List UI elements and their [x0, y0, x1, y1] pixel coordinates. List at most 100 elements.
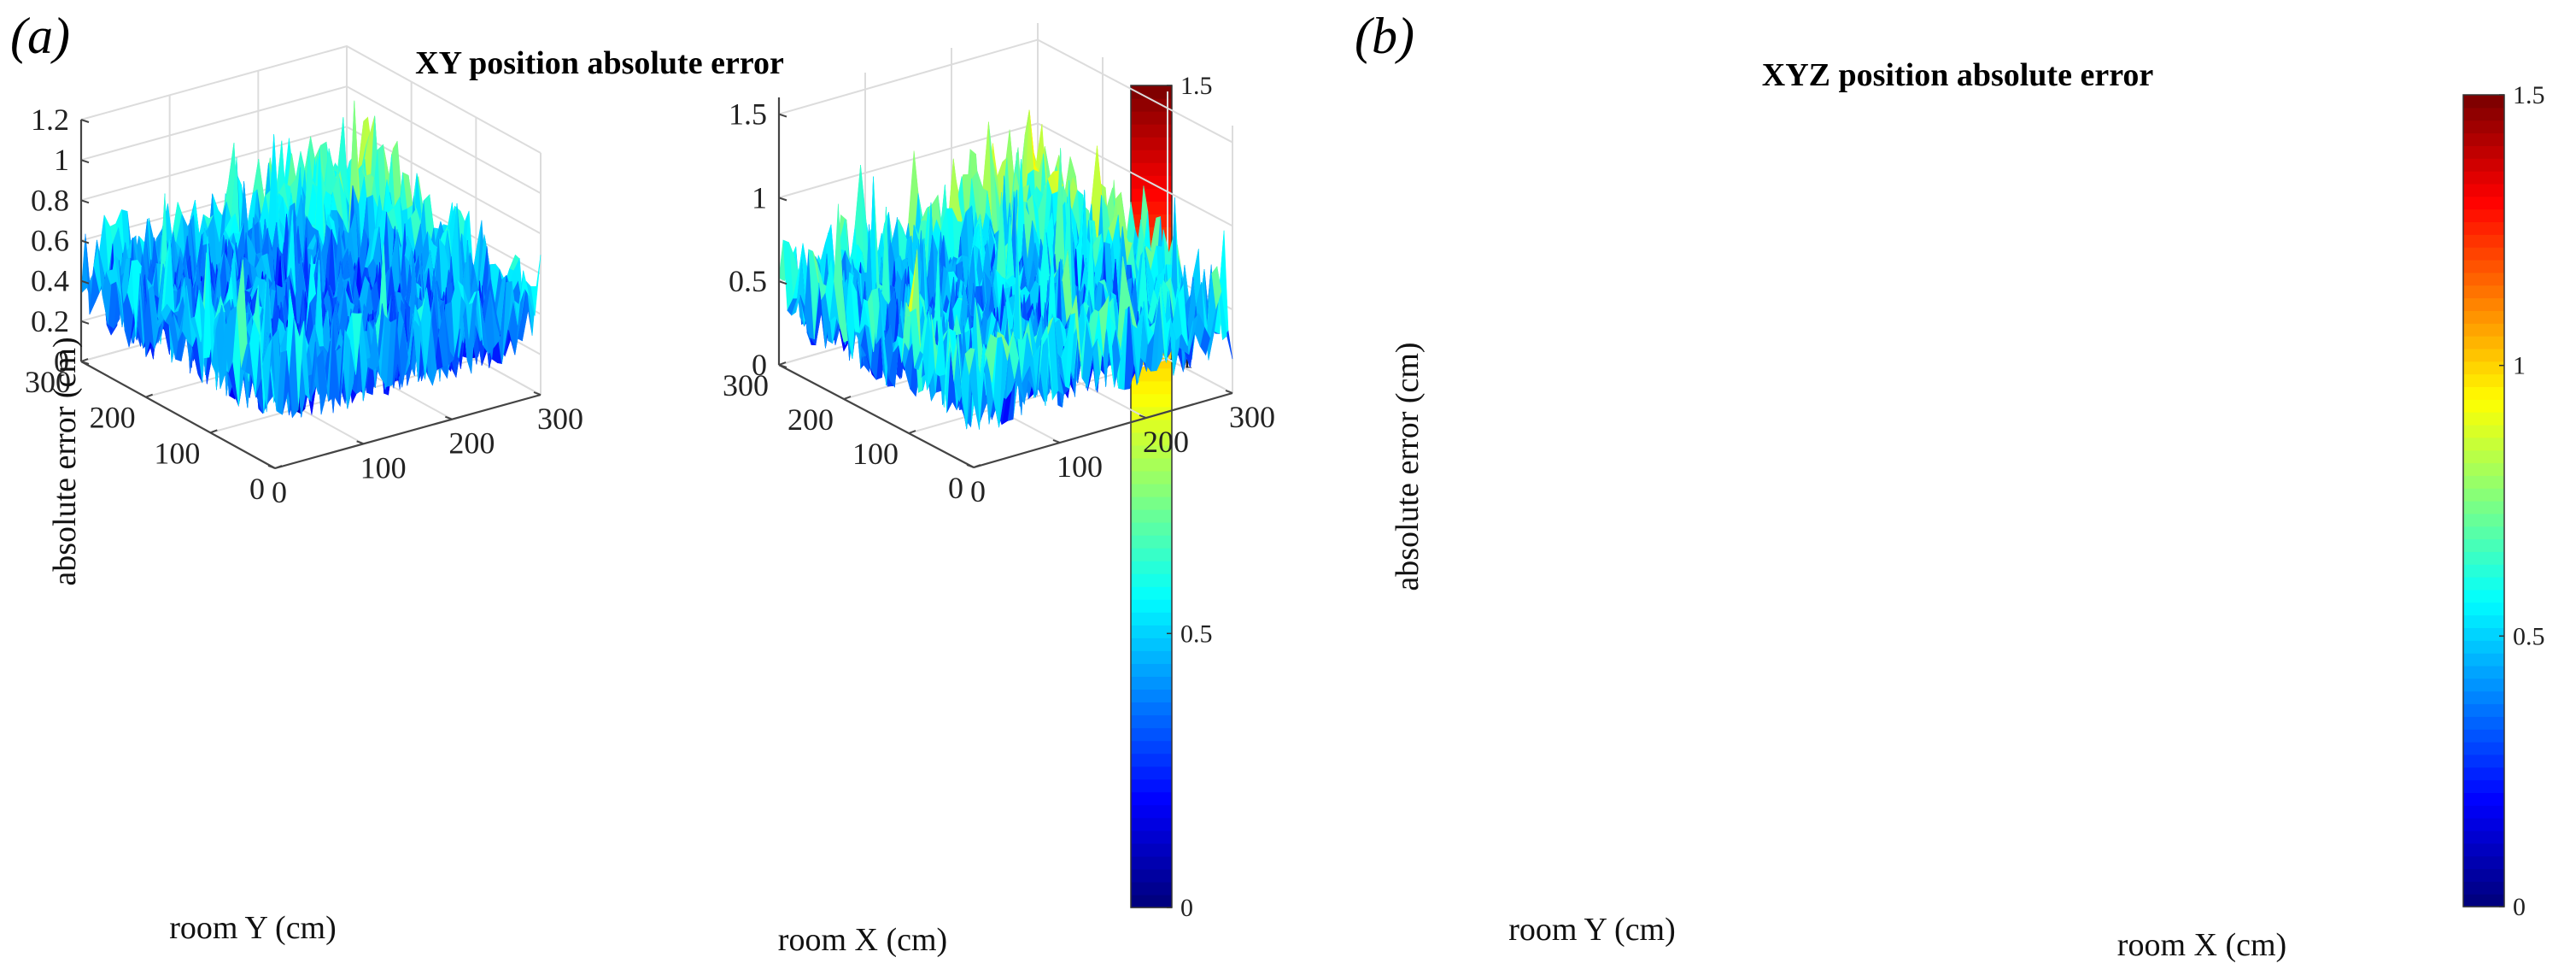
colorbar-swatch: [2463, 488, 2504, 502]
colorbar-swatch: [1131, 124, 1172, 138]
x-axis-label: room X (cm): [778, 922, 947, 958]
colorbar-swatch: [1131, 817, 1172, 831]
colorbar-swatch: [2463, 855, 2504, 870]
colorbar-swatch: [1131, 85, 1172, 99]
x-tick-label: 0: [970, 474, 986, 508]
y-axis-line: [80, 361, 276, 469]
colorbar-swatch: [2463, 640, 2504, 654]
x-tick-mark: [966, 464, 975, 468]
colorbar-swatch: [2463, 843, 2504, 857]
colorbar-swatch: [1131, 868, 1172, 883]
colorbar-swatch: [1131, 470, 1172, 485]
colorbar-swatch: [1131, 214, 1172, 227]
x-tick-mark: [444, 415, 453, 420]
y-axis-label: room Y (cm): [1508, 912, 1676, 948]
x-tick-mark: [1225, 390, 1233, 394]
z-tick-label: 0.4: [31, 264, 69, 298]
colorbar-swatch: [2463, 336, 2504, 349]
x-axis-label: room X (cm): [2117, 927, 2286, 963]
colorbar-swatch: [1131, 676, 1172, 690]
colorbar-tick-label: 0.5: [2513, 622, 2545, 650]
panel-a: (a) XY position absolute error 010020030…: [10, 8, 1213, 958]
colorbar-swatch: [1131, 830, 1172, 844]
colorbar-swatch: [1131, 650, 1172, 665]
colorbar-swatch: [1131, 714, 1172, 729]
colorbar-swatch: [2463, 247, 2504, 261]
colorbar-swatch: [1131, 201, 1172, 214]
z-tick-mark: [80, 279, 90, 285]
z-axis-label: absolute error (cm): [47, 337, 83, 585]
z-tick-label: 0.2: [31, 304, 69, 338]
z-tick-mark: [80, 361, 90, 365]
x-tick-mark: [267, 465, 276, 469]
z-tick-label: 1.2: [31, 103, 69, 137]
y-tick-mark: [145, 393, 154, 398]
z-tick-label: 0.6: [31, 224, 69, 258]
colorbar-swatch: [2463, 348, 2504, 362]
y-tick-mark: [274, 465, 283, 469]
colorbar-swatch: [1131, 637, 1172, 651]
z-tick-label: 1: [54, 143, 69, 177]
colorbar-swatch: [2463, 805, 2504, 819]
colorbar-swatch: [2463, 868, 2504, 882]
colorbar-swatch: [2463, 310, 2504, 324]
colorbar-swatch: [1131, 766, 1172, 780]
x-tick-mark: [1052, 439, 1061, 443]
x-axis-line: [274, 393, 542, 470]
colorbar-swatch: [2463, 221, 2504, 235]
colorbar-swatch: [2463, 285, 2504, 299]
colorbar-swatch: [2463, 614, 2504, 629]
colorbar-swatch: [2463, 526, 2504, 540]
colorbar-tick-label: 0: [2513, 893, 2526, 921]
colorbar-swatch: [2463, 412, 2504, 426]
z-tick-mark: [80, 159, 90, 164]
colorbar-swatch: [1131, 98, 1172, 112]
colorbar-swatch: [2463, 894, 2504, 907]
colorbar-swatch: [2463, 399, 2504, 413]
colorbar-swatch: [1131, 548, 1172, 561]
colorbar-swatch: [1131, 509, 1172, 523]
z-tick-mark: [80, 119, 90, 123]
y-tick-label: 0: [948, 471, 963, 505]
colorbar-swatch: [1131, 419, 1172, 433]
colorbar-swatch: [1131, 586, 1172, 600]
surface-patch: [969, 349, 980, 430]
y-axis-line: [778, 364, 975, 468]
colorbar-swatch: [1131, 393, 1172, 408]
x-tick-label: 200: [1143, 425, 1189, 459]
colorbar-swatch: [1131, 881, 1172, 896]
z-tick-mark: [778, 113, 787, 118]
y-tick-label: 300: [723, 368, 769, 402]
colorbar-swatch: [1131, 367, 1172, 382]
colorbar-swatch: [2463, 501, 2504, 514]
colorbar-swatch: [1131, 561, 1172, 574]
colorbar-swatch: [1131, 740, 1172, 755]
colorbar-swatch: [2463, 323, 2504, 337]
colorbar-swatch: [1131, 137, 1172, 150]
y-tick-label: 0: [249, 472, 265, 506]
colorbar-swatch: [2463, 742, 2504, 755]
colorbar-swatch: [2463, 158, 2504, 172]
colorbar-swatch: [2463, 766, 2504, 781]
colorbar-swatch: [2463, 209, 2504, 223]
z-tick-label: 0.8: [31, 183, 69, 217]
colorbar-swatch: [2463, 449, 2504, 464]
z-tick-label: 0: [752, 348, 767, 382]
colorbar-swatch: [1131, 804, 1172, 819]
z-tick-label: 0.5: [729, 264, 767, 298]
colorbar-swatch: [1131, 702, 1172, 716]
colorbar-swatch: [2463, 424, 2504, 438]
colorbar-tick-label: 0.5: [1180, 620, 1213, 648]
colorbar-swatch: [2463, 171, 2504, 185]
z-tick-mark: [778, 197, 787, 202]
colorbar-swatch: [2463, 577, 2504, 590]
colorbar-swatch: [1131, 162, 1172, 176]
colorbar-swatch: [2463, 779, 2504, 794]
colorbar-swatch: [1131, 855, 1172, 870]
colorbar-swatch: [2463, 259, 2504, 273]
panel-b: (b) XYZ position absolute error 01002003…: [723, 8, 2545, 963]
colorbar-swatch: [1131, 894, 1172, 908]
colorbar-swatch: [1131, 753, 1172, 767]
x-tick-label: 200: [448, 426, 495, 461]
colorbar-swatch: [2463, 132, 2504, 146]
